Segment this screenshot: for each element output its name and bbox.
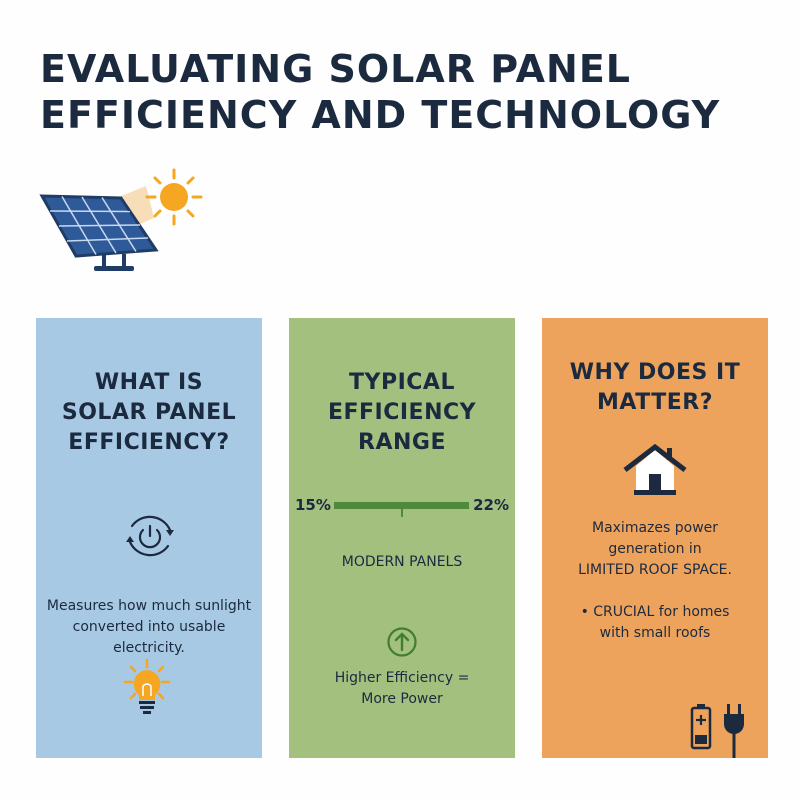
up-arrow-circle-icon bbox=[387, 627, 417, 657]
title-line: EVALUATING SOLAR PANEL bbox=[40, 47, 632, 91]
power-cycle-icon bbox=[126, 515, 174, 557]
card-why-it-matters: WHY DOES IT MATTER? Maximazes power gene… bbox=[542, 318, 768, 758]
card-heading: WHY DOES IT MATTER? bbox=[542, 358, 768, 418]
text-line: Maximazes power bbox=[591, 520, 719, 536]
heading-line: WHY DOES IT bbox=[569, 360, 741, 385]
heading-line: TYPICAL bbox=[349, 370, 455, 395]
card-text: Higher Efficiency = More Power bbox=[289, 668, 515, 710]
battery-icon bbox=[690, 704, 712, 750]
text-line: LIMITED ROOF SPACE. bbox=[578, 562, 732, 578]
lightbulb-icon bbox=[123, 658, 171, 714]
card-what-is-efficiency: WHAT IS SOLAR PANEL EFFICIENCY? Measures… bbox=[36, 318, 262, 758]
card-text: Measures how much sunlight converted int… bbox=[36, 596, 262, 659]
page-title: EVALUATING SOLAR PANEL EFFICIENCY AND TE… bbox=[40, 46, 780, 138]
text-line: More Power bbox=[361, 691, 443, 707]
text-line: generation in bbox=[608, 541, 702, 557]
range-max-label: 22% bbox=[473, 496, 509, 514]
card-text: Maximazes power generation in LIMITED RO… bbox=[542, 518, 768, 581]
text-line: Higher Efficiency = bbox=[334, 670, 470, 686]
plug-icon bbox=[724, 704, 744, 758]
card-bullet: • CRUCIAL for homes with small roofs bbox=[542, 602, 768, 644]
heading-line: WHAT IS bbox=[94, 370, 204, 395]
solar-panel-with-sun-icon bbox=[39, 168, 203, 271]
range-caption: MODERN PANELS bbox=[341, 554, 463, 570]
heading-line: EFFICIENCY bbox=[327, 400, 477, 425]
card-heading: WHAT IS SOLAR PANEL EFFICIENCY? bbox=[36, 368, 262, 458]
text-line: Measures how much sunlight bbox=[46, 598, 252, 614]
heading-line: RANGE bbox=[358, 430, 446, 455]
range-min-label: 15% bbox=[295, 496, 331, 514]
bullet-line: with small roofs bbox=[599, 625, 711, 641]
text-line: converted into usable electricity. bbox=[72, 619, 226, 656]
house-icon bbox=[623, 444, 687, 495]
title-line: EFFICIENCY AND TECHNOLOGY bbox=[40, 93, 721, 137]
bullet-line: • CRUCIAL for homes bbox=[580, 604, 730, 620]
efficiency-range-bar bbox=[334, 502, 469, 509]
heading-line: MATTER? bbox=[597, 390, 713, 415]
range-tick bbox=[401, 509, 403, 517]
heading-line: EFFICIENCY? bbox=[68, 430, 230, 455]
card-heading: TYPICAL EFFICIENCY RANGE bbox=[289, 368, 515, 458]
heading-line: SOLAR PANEL bbox=[61, 400, 237, 425]
card-efficiency-range: TYPICAL EFFICIENCY RANGE 15% 22% MODERN … bbox=[289, 318, 515, 758]
